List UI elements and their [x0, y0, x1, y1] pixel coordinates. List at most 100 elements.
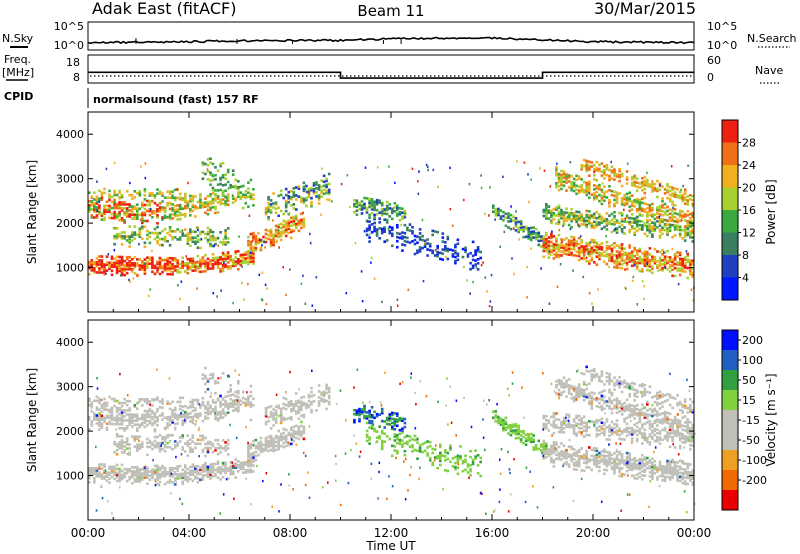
range-cell — [471, 264, 475, 268]
range-cell — [186, 467, 190, 471]
range-cell — [148, 194, 152, 197]
range-cell — [201, 258, 205, 261]
range-cell — [370, 223, 374, 226]
range-cell — [646, 215, 649, 218]
range-cell — [158, 237, 162, 241]
range-cell — [537, 447, 541, 451]
range-cell — [666, 223, 669, 227]
range-cell — [108, 216, 111, 220]
range-cell — [125, 207, 129, 210]
range-cell — [186, 263, 190, 267]
range-cell — [565, 207, 568, 210]
range-cell — [360, 208, 364, 211]
range-cell — [651, 457, 654, 461]
range-cell — [671, 223, 674, 227]
range-cell — [105, 426, 109, 430]
range-cell — [532, 236, 535, 239]
range-cell — [401, 443, 404, 446]
range-cell — [173, 204, 177, 208]
range-cell — [211, 244, 215, 248]
range-cell — [643, 183, 647, 187]
range-cell — [186, 271, 190, 275]
range-cell — [635, 229, 639, 233]
range-cell — [317, 402, 321, 405]
range-cell — [103, 191, 106, 195]
range-cell — [580, 417, 583, 420]
range-cell — [249, 462, 253, 466]
range-cell — [118, 218, 121, 222]
range-cell — [550, 244, 553, 248]
range-cell — [567, 239, 571, 242]
range-cell — [641, 260, 644, 263]
range-cell — [615, 464, 619, 467]
range-cell — [550, 215, 553, 219]
range-cell — [272, 443, 275, 447]
range-cell — [502, 214, 505, 218]
range-cell — [138, 417, 142, 421]
range-cell — [595, 220, 599, 224]
range-cell — [133, 225, 137, 228]
range-cell — [555, 245, 558, 248]
range-cell — [527, 437, 530, 440]
range-cell — [673, 204, 677, 207]
range-cell — [643, 262, 647, 265]
range-cell — [545, 205, 548, 208]
range-cell — [428, 244, 432, 248]
range-cell — [123, 273, 126, 277]
range-cell — [302, 189, 306, 193]
range-cell — [184, 442, 187, 445]
range-cell — [325, 189, 328, 193]
range-cell — [595, 241, 599, 244]
range-cell — [138, 435, 142, 438]
range-cell — [353, 202, 356, 206]
range-cell — [691, 224, 695, 227]
range-cell — [613, 463, 616, 467]
range-cell — [689, 477, 692, 480]
range-cell — [292, 439, 296, 443]
range-cell — [439, 445, 442, 449]
range-cell — [365, 435, 369, 439]
range-cell — [396, 239, 399, 243]
range-cell — [105, 272, 107, 275]
range-cell — [635, 463, 639, 466]
range-cell — [585, 187, 588, 191]
range-cell — [173, 208, 177, 212]
range-cell — [156, 214, 159, 217]
range-cell — [168, 268, 172, 272]
range-cell — [320, 213, 322, 216]
range-cell — [620, 253, 624, 256]
range-cell — [524, 437, 528, 441]
range-cell — [113, 189, 116, 193]
range-cell — [115, 265, 119, 269]
range-cell — [120, 447, 124, 450]
range-cell — [494, 218, 496, 221]
range-cell — [98, 267, 101, 270]
range-cell — [635, 197, 639, 201]
range-cell — [186, 440, 190, 443]
range-cell — [322, 390, 326, 394]
range-cell — [88, 210, 91, 213]
range-cell — [300, 200, 303, 204]
range-cell — [595, 197, 599, 200]
range-cell — [176, 444, 179, 447]
range-cell — [547, 242, 551, 245]
range-cell — [613, 457, 616, 461]
range-cell — [158, 210, 162, 213]
range-cell — [224, 241, 227, 244]
range-cell — [302, 217, 306, 221]
range-cell — [166, 470, 169, 474]
range-cell — [380, 429, 384, 433]
range-cell — [391, 411, 394, 415]
range-cell — [691, 204, 695, 208]
range-cell — [580, 184, 583, 187]
range-cell — [214, 438, 217, 442]
range-cell — [661, 232, 664, 236]
range-cell — [249, 258, 253, 262]
range-cell — [191, 465, 195, 468]
range-cell — [136, 262, 139, 265]
range-cell — [552, 441, 556, 444]
noise-left-tick-top: 10^5 — [54, 20, 84, 33]
range-cell — [194, 207, 197, 210]
range-cell — [120, 473, 124, 477]
range-cell — [502, 428, 505, 432]
